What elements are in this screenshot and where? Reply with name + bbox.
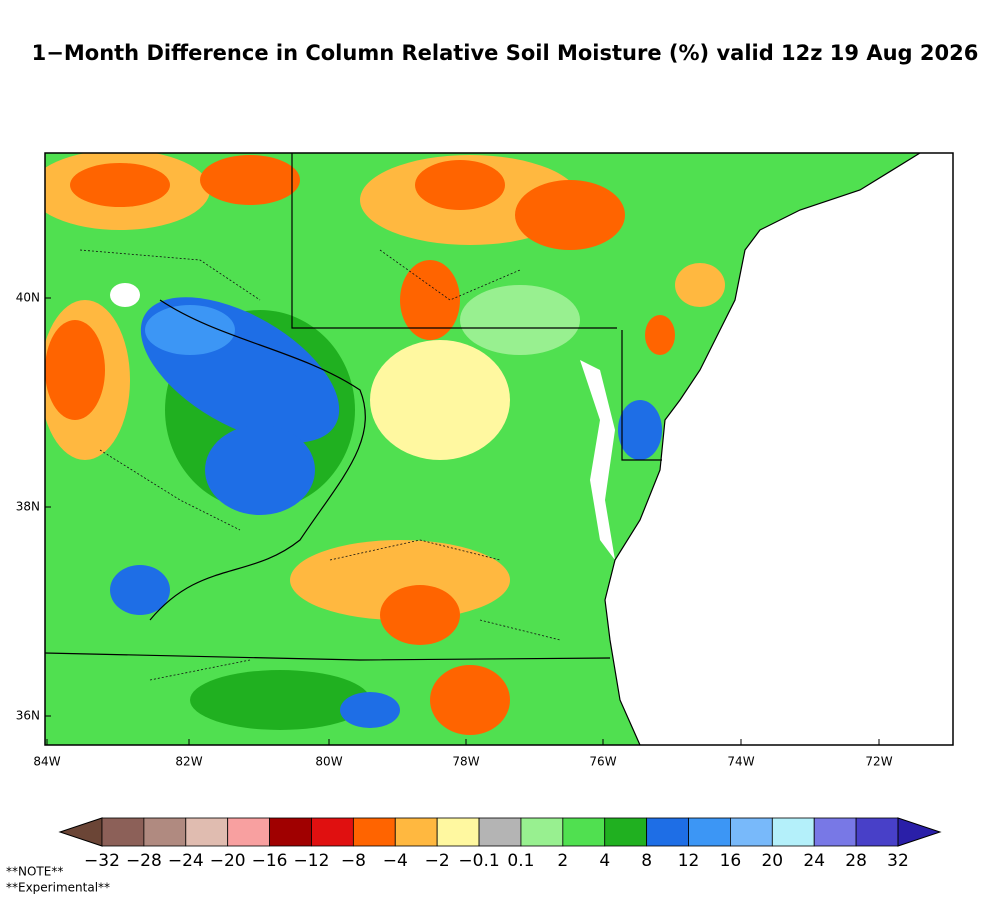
colorbar-label: −24 bbox=[168, 851, 204, 871]
lat-tick-label: 38N bbox=[16, 500, 40, 514]
county-borders bbox=[79, 249, 561, 681]
lon-tick-label: 72W bbox=[865, 755, 892, 769]
lat-tick-label: 40N bbox=[16, 291, 40, 305]
colorbar-box bbox=[771, 817, 815, 847]
lon-tick-label: 84W bbox=[33, 755, 60, 769]
colorbar-label: −12 bbox=[294, 851, 330, 871]
axis-ticks: 84W 82W 80W 78W 76W 74W 72W 40N 38N 36N bbox=[16, 291, 893, 769]
colorbar-box bbox=[352, 817, 396, 847]
colorbar-box bbox=[604, 817, 648, 847]
colorbar-box bbox=[311, 817, 354, 847]
lon-tick-label: 78W bbox=[452, 755, 479, 769]
lon-tick-label: 74W bbox=[727, 755, 754, 769]
note: **Experimental** bbox=[6, 881, 110, 895]
colorbar-box bbox=[813, 817, 857, 847]
colorbar-label: 28 bbox=[845, 851, 867, 871]
colorbar-box bbox=[520, 817, 564, 847]
state-borders bbox=[149, 299, 366, 621]
note: **NOTE** bbox=[6, 865, 63, 879]
colorbar-box bbox=[227, 817, 270, 847]
colorbar-box bbox=[855, 817, 899, 847]
colorbar-box bbox=[269, 817, 312, 847]
lon-tick-label: 82W bbox=[175, 755, 202, 769]
colorbar-label: 32 bbox=[887, 851, 909, 871]
colorbar-label: 20 bbox=[761, 851, 783, 871]
lon-tick-label: 80W bbox=[315, 755, 342, 769]
map-title: 1−Month Difference in Column Relative So… bbox=[32, 41, 979, 65]
colorbar-box bbox=[394, 817, 438, 847]
colorbar-label: −2 bbox=[425, 851, 450, 871]
colorbar-box bbox=[143, 817, 187, 847]
colorbar-box bbox=[562, 817, 606, 847]
soil-moisture-field bbox=[45, 153, 725, 735]
colorbar-label: −28 bbox=[126, 851, 162, 871]
ocean bbox=[605, 153, 953, 745]
colorbar-label: −20 bbox=[210, 851, 246, 871]
colorbar-label: 16 bbox=[720, 851, 742, 871]
colorbar-label: 12 bbox=[678, 851, 700, 871]
colorbar-label: −16 bbox=[252, 851, 288, 871]
colorbar-label: 0.1 bbox=[507, 851, 534, 871]
coastline bbox=[604, 153, 921, 745]
chesapeake-bay bbox=[580, 360, 615, 560]
colorbar-label: −4 bbox=[383, 851, 408, 871]
map-frame bbox=[44, 152, 954, 746]
colorbar-label: 2 bbox=[557, 851, 568, 871]
colorbar-box bbox=[730, 817, 773, 847]
colorbar-label: −32 bbox=[84, 851, 120, 871]
colorbar-over bbox=[897, 817, 942, 847]
colorbar-label: −8 bbox=[341, 851, 366, 871]
colorbar-box bbox=[436, 817, 480, 847]
state-borders bbox=[45, 153, 662, 661]
lon-tick-label: 76W bbox=[589, 755, 616, 769]
colorbar: −32 −28 −24 −20 −16 −12 −8 −4 −2 −0.1 0.1 2 4 8 12 16 20… bbox=[58, 817, 942, 871]
colorbar-box bbox=[478, 817, 522, 847]
colorbar-label: −0.1 bbox=[458, 851, 499, 871]
colorbar-box bbox=[185, 817, 229, 847]
colorbar-box bbox=[688, 817, 731, 847]
colorbar-under bbox=[58, 817, 103, 847]
map bbox=[45, 153, 953, 745]
colorbar-box bbox=[646, 817, 689, 847]
colorbar-label: 8 bbox=[641, 851, 652, 871]
colorbar-label: 4 bbox=[599, 851, 610, 871]
colorbar-label: 24 bbox=[803, 851, 825, 871]
lat-tick-label: 36N bbox=[16, 709, 40, 723]
colorbar-box bbox=[101, 817, 145, 847]
